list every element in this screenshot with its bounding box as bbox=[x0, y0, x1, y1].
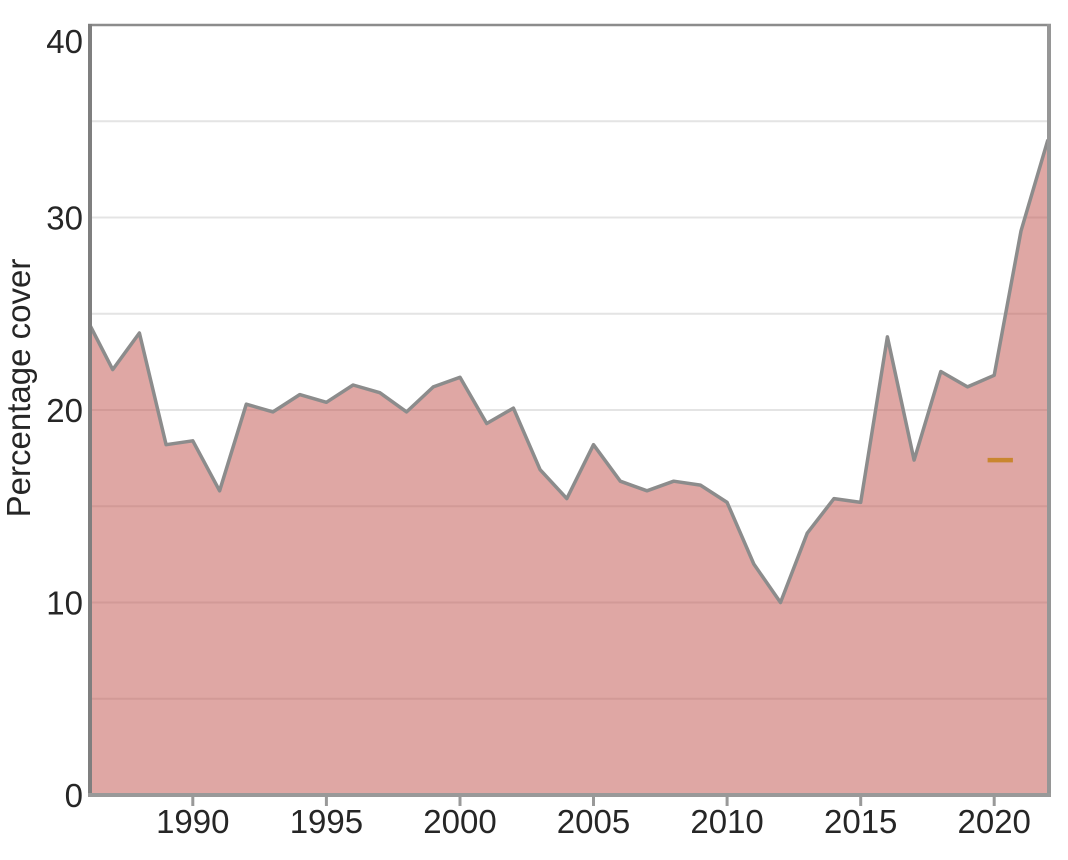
y-tick-label: 30 bbox=[46, 200, 83, 237]
y-axis-title: Percentage cover bbox=[0, 259, 37, 518]
x-tick-label: 2020 bbox=[957, 803, 1030, 840]
y-tick-label: 0 bbox=[65, 777, 83, 814]
x-axis-ticks bbox=[191, 797, 996, 806]
x-tick-label: 2015 bbox=[824, 803, 897, 840]
x-tick-label: 2005 bbox=[557, 803, 630, 840]
plot-area-group bbox=[90, 138, 1049, 795]
y-tick-label: 20 bbox=[46, 392, 83, 429]
y-axis-tick-labels: 0 10 20 30 40 bbox=[46, 23, 83, 814]
x-tick-label: 2010 bbox=[690, 803, 763, 840]
coral-cover-area-fill bbox=[90, 140, 1048, 795]
y-tick-label: 10 bbox=[46, 585, 83, 622]
x-axis-tick-labels: 1990 1995 2000 2005 2010 2015 2020 bbox=[156, 803, 1031, 840]
x-tick-label: 2000 bbox=[423, 803, 496, 840]
x-tick-label: 1990 bbox=[156, 803, 229, 840]
x-tick-label: 1995 bbox=[290, 803, 363, 840]
y-tick-label: 40 bbox=[46, 23, 83, 60]
coral-cover-trend-line bbox=[90, 138, 1049, 605]
